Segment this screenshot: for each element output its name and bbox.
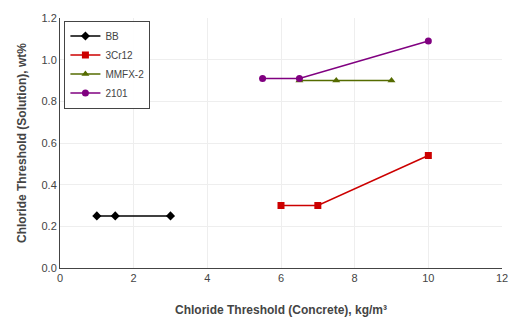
- svg-text:Chloride Threshold (Concrete),: Chloride Threshold (Concrete), kg/m³: [175, 303, 387, 317]
- svg-text:Chloride Threshold (Solution),: Chloride Threshold (Solution), wt%: [15, 43, 29, 243]
- svg-text:10: 10: [422, 272, 434, 284]
- svg-text:6: 6: [278, 272, 284, 284]
- svg-text:2: 2: [131, 272, 137, 284]
- svg-text:8: 8: [352, 272, 358, 284]
- svg-text:2101: 2101: [105, 88, 128, 99]
- svg-text:1.0: 1.0: [42, 54, 57, 66]
- svg-text:0: 0: [57, 272, 63, 284]
- svg-text:3Cr12: 3Cr12: [105, 50, 133, 61]
- svg-text:0.8: 0.8: [42, 95, 57, 107]
- svg-text:0.4: 0.4: [42, 179, 57, 191]
- svg-text:1.2: 1.2: [42, 12, 57, 24]
- svg-text:MMFX-2: MMFX-2: [105, 69, 144, 80]
- svg-text:4: 4: [204, 272, 210, 284]
- svg-text:0.6: 0.6: [42, 137, 57, 149]
- svg-text:BB: BB: [105, 31, 119, 42]
- svg-text:0.2: 0.2: [42, 220, 57, 232]
- svg-text:12: 12: [496, 272, 508, 284]
- svg-text:0.0: 0.0: [42, 262, 57, 274]
